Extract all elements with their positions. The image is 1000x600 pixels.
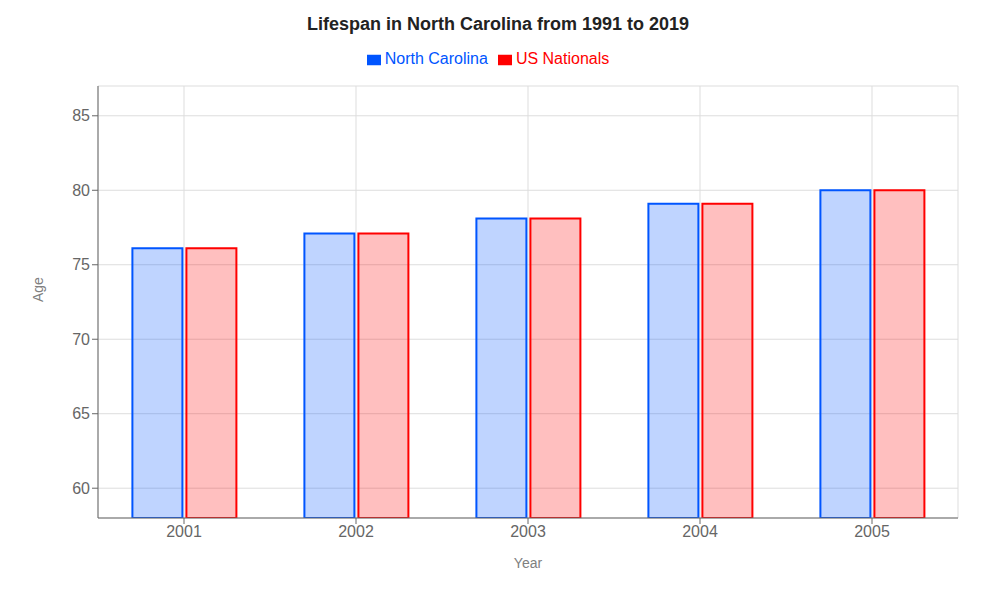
svg-text:Year: Year (514, 555, 543, 571)
svg-text:Age: Age (30, 277, 46, 302)
html-text:Lifespan in North Carolina fro: Lifespan in North Carolina from 1991 to … (306, 14, 689, 34)
svg-text:65: 65 (72, 405, 90, 422)
svg-text:80: 80 (72, 182, 90, 199)
svg-text:2003: 2003 (510, 523, 546, 540)
svg-text:85: 85 (72, 107, 90, 124)
svg-text:2001: 2001 (166, 523, 202, 540)
html-text:North Carolina: North Carolina (384, 50, 488, 67)
svg-text:75: 75 (72, 256, 90, 273)
html-text:US Nationals: US Nationals (515, 50, 610, 67)
svg-text:2005: 2005 (854, 523, 890, 540)
svg-text:60: 60 (72, 480, 90, 497)
svg-text:70: 70 (72, 331, 90, 348)
svg-text:2004: 2004 (682, 523, 718, 540)
svg-text:2002: 2002 (338, 523, 374, 540)
